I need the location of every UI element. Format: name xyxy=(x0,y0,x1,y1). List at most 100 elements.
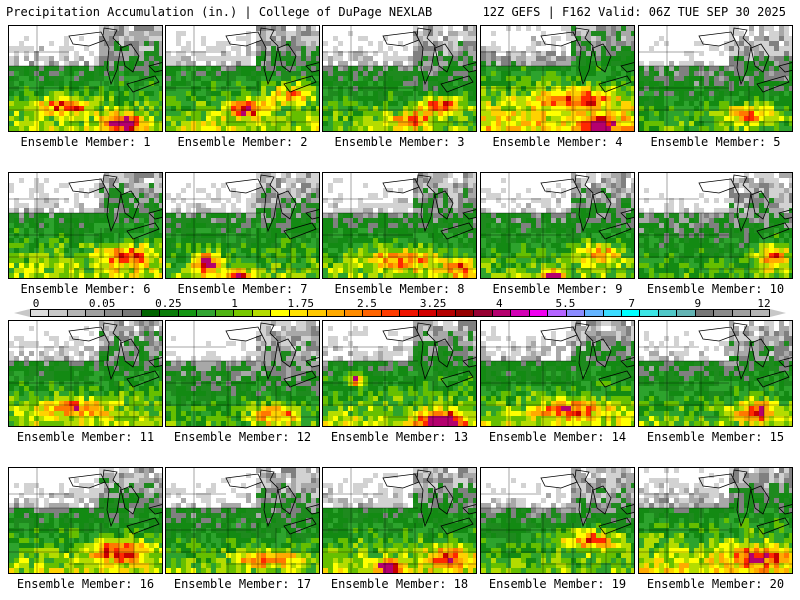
precip-cell xyxy=(206,71,211,76)
precip-cell xyxy=(64,193,69,198)
precip-cell xyxy=(316,131,320,132)
precip-cell xyxy=(719,66,724,71)
precip-cell xyxy=(226,248,231,253)
precip-cell xyxy=(784,46,789,51)
precip-cell xyxy=(54,233,59,238)
precip-cell xyxy=(14,31,19,36)
precip-cell xyxy=(154,36,159,41)
precip-cell xyxy=(159,213,162,218)
precip-cell xyxy=(453,26,458,31)
precip-cell xyxy=(744,26,749,31)
precip-cell xyxy=(606,66,611,71)
precip-cell xyxy=(453,56,458,61)
precip-cell xyxy=(403,51,408,56)
precip-cell xyxy=(134,96,139,101)
precip-cell xyxy=(166,56,171,61)
precip-cell xyxy=(186,248,191,253)
precip-cell xyxy=(9,218,14,223)
precip-cell xyxy=(316,116,319,121)
precip-cell xyxy=(286,198,291,203)
precip-cell xyxy=(171,106,176,111)
precip-cell xyxy=(306,218,311,223)
precip-cell xyxy=(674,61,679,66)
precip-cell xyxy=(14,218,19,223)
precip-cell xyxy=(256,223,261,228)
precip-cell xyxy=(639,81,644,86)
precip-cell xyxy=(659,106,664,111)
precip-cell xyxy=(266,66,271,71)
precip-cell xyxy=(453,131,458,132)
precip-cell xyxy=(29,131,34,132)
precip-cell xyxy=(14,203,19,208)
precip-cell xyxy=(348,101,353,106)
precip-cell xyxy=(236,111,241,116)
precip-cell xyxy=(54,228,59,233)
precip-cell xyxy=(704,76,709,81)
precip-cell xyxy=(89,253,94,258)
precip-cell xyxy=(129,86,134,91)
precip-cell xyxy=(774,116,779,121)
precip-cell xyxy=(413,131,418,132)
precip-cell xyxy=(654,26,659,31)
precip-cell xyxy=(221,233,226,238)
precip-cell xyxy=(211,258,216,263)
precip-cell xyxy=(149,96,154,101)
precip-cell xyxy=(39,258,44,263)
precip-cell xyxy=(316,218,319,223)
precip-cell xyxy=(114,31,119,36)
precip-cell xyxy=(333,126,338,131)
precip-cell xyxy=(333,131,338,132)
precip-cell xyxy=(69,248,74,253)
precip-cell xyxy=(34,121,39,126)
precip-cell xyxy=(719,51,724,56)
precip-cell xyxy=(784,71,789,76)
precip-cell xyxy=(408,26,413,31)
precip-cell xyxy=(311,71,316,76)
precip-cell xyxy=(388,41,393,46)
precip-cell xyxy=(84,218,89,223)
precip-cell xyxy=(281,126,286,131)
precip-cell xyxy=(296,66,301,71)
precip-cell xyxy=(611,36,616,41)
precip-cell xyxy=(286,126,291,131)
precip-cell xyxy=(368,116,373,121)
precip-cell xyxy=(316,213,319,218)
precip-cell xyxy=(154,121,159,126)
precip-cell xyxy=(281,188,286,193)
precip-cell xyxy=(338,61,343,66)
precip-cell xyxy=(69,51,74,56)
precip-cell xyxy=(296,76,301,81)
precip-cell xyxy=(9,61,14,66)
precip-cell xyxy=(9,46,14,51)
precip-cell xyxy=(256,253,261,258)
precip-cell xyxy=(24,26,29,31)
precip-cell xyxy=(724,66,729,71)
precip-cell xyxy=(511,91,516,96)
precip-cell xyxy=(536,116,541,121)
precip-cell xyxy=(689,126,694,131)
precip-cell xyxy=(363,66,368,71)
great-lake-outline xyxy=(305,62,319,73)
precip-cell xyxy=(358,106,363,111)
precip-cell xyxy=(109,218,114,223)
precip-cell xyxy=(211,96,216,101)
precip-cell xyxy=(124,243,129,248)
precip-cell xyxy=(119,56,124,61)
precip-cell xyxy=(481,86,486,91)
precip-cell xyxy=(353,51,358,56)
precip-cell xyxy=(413,121,418,126)
precip-cell xyxy=(166,96,171,101)
precip-cell xyxy=(196,36,201,41)
precip-cell xyxy=(221,51,226,56)
great-lake-outline xyxy=(778,62,792,73)
precip-cell xyxy=(256,96,261,101)
precip-cell xyxy=(591,106,596,111)
precip-cell xyxy=(551,66,556,71)
precip-cell xyxy=(79,111,84,116)
precip-cell xyxy=(94,81,99,86)
precip-cell xyxy=(191,278,196,279)
precip-cell xyxy=(231,218,236,223)
precip-cell xyxy=(211,61,216,66)
precip-cell xyxy=(34,96,39,101)
precip-cell xyxy=(516,81,521,86)
